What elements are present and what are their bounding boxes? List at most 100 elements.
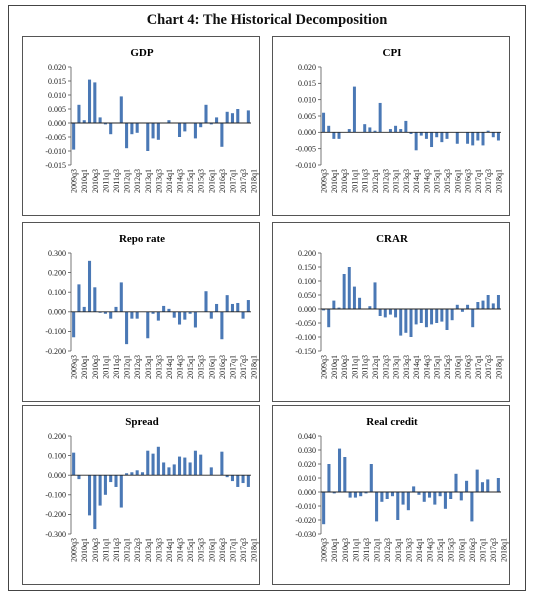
x-tick-label: 2016q1 (207, 355, 216, 379)
chart-title: GDP (130, 47, 154, 59)
bar (230, 113, 235, 123)
bar (172, 464, 176, 476)
x-tick-label: 2009q3 (320, 538, 329, 562)
bar (87, 475, 92, 516)
bar (109, 311, 113, 319)
y-tick-label: 0.000 (48, 471, 66, 480)
x-tick-label: 2014q1 (165, 169, 174, 193)
bar (399, 129, 403, 133)
y-tick-label: -0.100 (45, 491, 66, 500)
bar (77, 104, 81, 123)
x-tick-label: 2012q3 (133, 538, 142, 562)
x-tick-label: 2014q1 (415, 538, 424, 562)
bar (424, 309, 428, 328)
bar (369, 464, 373, 492)
bar (119, 96, 123, 123)
y-tick-label: 0.010 (48, 91, 66, 100)
bar (378, 102, 382, 133)
bar (167, 308, 171, 312)
bar (109, 123, 113, 135)
bar (424, 132, 428, 139)
y-tick-label: 0.000 (48, 119, 66, 128)
x-tick-label: 2011q3 (112, 538, 121, 562)
y-tick-label: 0.100 (298, 277, 316, 286)
y-tick-label: 0.010 (298, 95, 316, 104)
bar (475, 469, 479, 492)
bar (368, 306, 372, 309)
x-tick-label: 2016q3 (218, 355, 227, 379)
bar (225, 295, 229, 312)
x-tick-label: 2014q1 (412, 355, 421, 379)
bar (93, 82, 97, 123)
bar (146, 450, 150, 476)
bar (394, 309, 398, 318)
bar (77, 475, 81, 480)
bar (82, 306, 86, 312)
bar (471, 309, 475, 328)
bar (465, 480, 469, 492)
panel-spread: Spread 0.200 0.100 0.000 -0.100 -0.200 -0.300 2… (22, 405, 260, 585)
x-tick-label: 2017q1 (478, 538, 487, 562)
bar (385, 492, 389, 499)
bar (430, 132, 434, 148)
x-tick-label: 2017q1 (228, 169, 237, 193)
x-tick-label: 2016q3 (464, 355, 473, 379)
x-tick-label: 2014q3 (422, 355, 431, 379)
bar (146, 311, 150, 339)
bar (188, 311, 192, 314)
bar (322, 492, 326, 525)
bar (412, 486, 416, 492)
bar (486, 295, 490, 309)
x-tick-label: 2011q3 (361, 169, 370, 193)
bar (151, 453, 155, 476)
y-tick-label: 0.020 (48, 63, 66, 72)
bar (130, 311, 134, 319)
bar (209, 311, 213, 319)
y-tick-label: 0.030 (298, 446, 316, 455)
panel-repo-rate: Repo rate 0.300 0.200 0.100 0.000 -0.100 -0.20… (22, 222, 260, 402)
bar (496, 295, 500, 309)
bar (183, 457, 187, 476)
x-tick-label: 2017q3 (489, 538, 498, 562)
x-tick-label: 2016q1 (207, 169, 216, 193)
bar (419, 132, 423, 136)
x-tick-label: 2009q3 (70, 538, 79, 562)
bar (455, 304, 459, 309)
bar (199, 123, 203, 128)
bar (204, 291, 208, 312)
bar (162, 305, 166, 312)
bar (327, 125, 331, 133)
bar (380, 492, 384, 502)
y-tick-label: 0.015 (48, 77, 66, 86)
bar (193, 123, 197, 139)
x-tick-label: 2009q3 (320, 169, 329, 193)
x-tick-label: 2015q1 (186, 538, 195, 562)
x-tick-label: 2016q1 (207, 538, 216, 562)
bar (459, 492, 463, 501)
chart-real-credit: Real credit 0.040 0.030 0.020 0.010 0.000 -0.0… (295, 416, 508, 562)
x-tick-label: 2013q1 (144, 169, 153, 193)
bar (471, 132, 475, 146)
x-tick-label: 2013q1 (144, 355, 153, 379)
bar (130, 472, 134, 476)
chart-spread: Spread 0.200 0.100 0.000 -0.100 -0.200 -0.300 2… (45, 416, 258, 562)
y-tick-label: -0.150 (295, 347, 316, 356)
bar (347, 129, 351, 133)
panel-crar: CRAR 0.200 0.150 0.100 0.050 0.000 -0.050 -0.10… (272, 222, 510, 402)
x-tick-label: 2016q1 (457, 538, 466, 562)
x-tick-label: 2014q3 (176, 355, 185, 379)
y-tick-label: -0.300 (45, 530, 66, 539)
bar (109, 475, 113, 483)
bar (435, 132, 439, 138)
x-tick-label: 2010q3 (341, 538, 350, 562)
bar (396, 492, 400, 520)
bar (406, 492, 410, 511)
y-tick-label: -0.020 (295, 516, 316, 525)
x-tick-label: 2010q1 (330, 355, 339, 379)
x-tick-label: 2017q3 (239, 538, 248, 562)
bar (125, 311, 129, 345)
bar (373, 130, 377, 133)
bar (215, 303, 219, 312)
y-tick-label: -0.030 (295, 530, 316, 539)
x-tick-label: 2014q3 (426, 538, 435, 562)
